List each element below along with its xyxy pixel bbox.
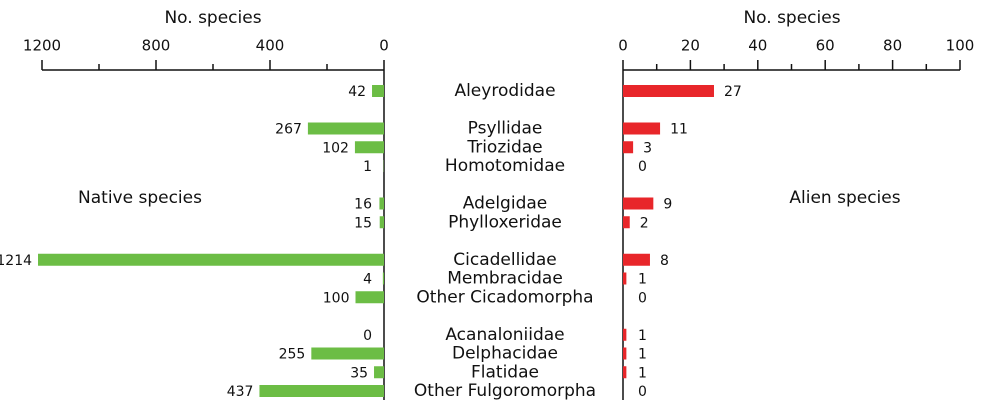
value-label: 102 bbox=[322, 140, 349, 156]
bar bbox=[259, 385, 384, 397]
bar bbox=[379, 197, 384, 210]
x-tick-label: 0 bbox=[618, 37, 628, 55]
category-label: Phylloxeridae bbox=[448, 212, 562, 232]
x-tick-label: 40 bbox=[748, 37, 767, 55]
value-label: 35 bbox=[350, 365, 368, 381]
x-tick-label: 100 bbox=[946, 37, 975, 55]
bar bbox=[623, 253, 650, 266]
value-label: 1 bbox=[363, 159, 372, 175]
x-tick-label: 60 bbox=[816, 37, 835, 55]
bar bbox=[382, 272, 384, 285]
category-label: Adelgidae bbox=[463, 194, 548, 214]
value-label: 9 bbox=[663, 197, 672, 213]
value-label: 1 bbox=[638, 347, 647, 363]
value-label: 100 bbox=[323, 290, 350, 306]
category-label: Cicadellidae bbox=[453, 250, 556, 270]
x-tick-label: 0 bbox=[379, 37, 389, 55]
series-label: Native species bbox=[78, 188, 202, 208]
bar bbox=[311, 347, 384, 360]
value-label: 8 bbox=[660, 253, 669, 269]
category-label: Psyllidae bbox=[468, 119, 543, 139]
category-label: Membracidae bbox=[447, 269, 563, 289]
x-tick-label: 20 bbox=[681, 37, 700, 55]
axis-title: No. species bbox=[164, 8, 261, 28]
value-label: 267 bbox=[275, 122, 302, 138]
category-label: Triozidae bbox=[466, 137, 542, 157]
bar bbox=[623, 197, 654, 210]
bar bbox=[623, 216, 630, 229]
value-label: 0 bbox=[638, 384, 647, 400]
value-label: 437 bbox=[227, 384, 254, 400]
value-label: 0 bbox=[363, 328, 372, 344]
value-label: 16 bbox=[354, 197, 372, 213]
bar bbox=[372, 85, 384, 97]
bar bbox=[623, 272, 627, 285]
bar bbox=[623, 85, 714, 97]
axis-title: No. species bbox=[743, 8, 840, 28]
bar bbox=[623, 141, 634, 154]
value-label: 11 bbox=[670, 122, 688, 138]
value-label: 0 bbox=[638, 290, 647, 306]
bar bbox=[623, 366, 627, 379]
x-tick-label: 1200 bbox=[23, 37, 61, 55]
bar bbox=[307, 122, 384, 135]
value-label: 255 bbox=[279, 347, 306, 363]
bar bbox=[354, 141, 384, 154]
value-label: 1 bbox=[638, 365, 647, 381]
value-label: 1 bbox=[638, 272, 647, 288]
value-label: 42 bbox=[348, 84, 366, 100]
value-label: 4 bbox=[363, 272, 372, 288]
category-label: Acanaloniidae bbox=[445, 325, 564, 345]
value-label: 2 bbox=[640, 215, 649, 231]
value-label: 1214 bbox=[0, 253, 32, 269]
x-tick-label: 80 bbox=[883, 37, 902, 55]
bar bbox=[623, 328, 627, 341]
bar bbox=[38, 253, 384, 266]
value-label: 0 bbox=[638, 159, 647, 175]
category-label: Flatidae bbox=[471, 362, 539, 382]
bar bbox=[623, 347, 627, 360]
bar bbox=[374, 366, 384, 379]
x-tick-label: 400 bbox=[256, 37, 285, 55]
bar bbox=[379, 216, 384, 229]
category-label: Homotomidae bbox=[445, 156, 565, 176]
x-tick-label: 800 bbox=[142, 37, 171, 55]
value-label: 15 bbox=[354, 215, 372, 231]
bar bbox=[623, 122, 661, 135]
bar bbox=[355, 291, 384, 304]
category-label: Delphacidae bbox=[452, 344, 558, 364]
value-label: 3 bbox=[643, 140, 652, 156]
value-label: 1 bbox=[638, 328, 647, 344]
category-label: Other Fulgoromorpha bbox=[414, 381, 596, 401]
value-label: 27 bbox=[724, 84, 742, 100]
series-label: Alien species bbox=[789, 188, 900, 208]
category-label: Other Cicadomorpha bbox=[416, 287, 593, 307]
category-label: Aleyrodidae bbox=[454, 81, 555, 101]
